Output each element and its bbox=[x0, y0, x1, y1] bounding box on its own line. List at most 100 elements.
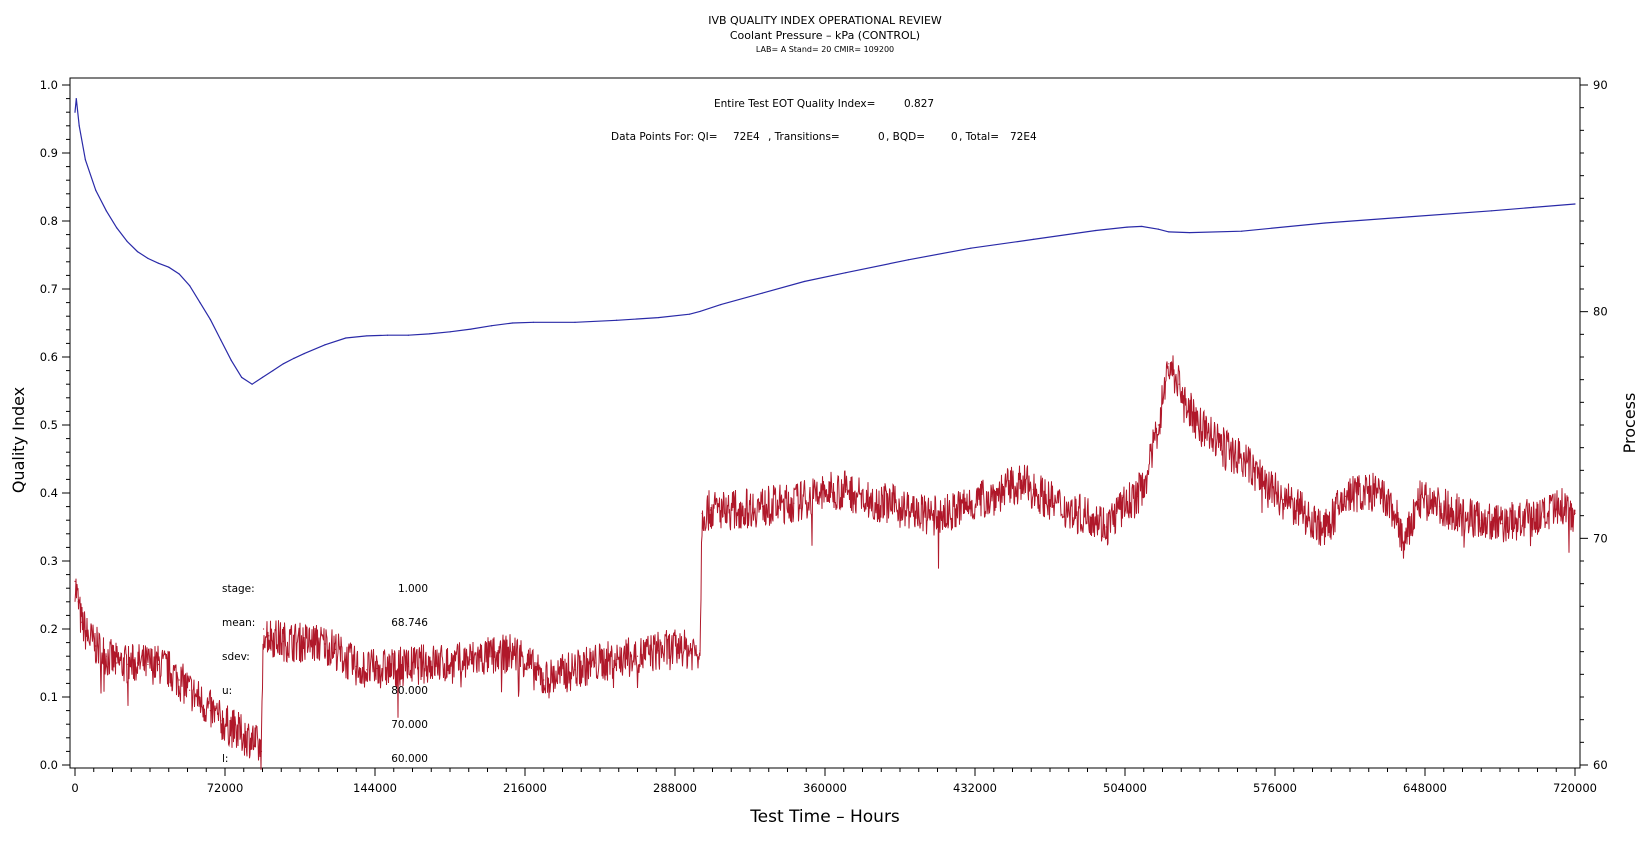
y-tick-label: 1.0 bbox=[40, 78, 58, 92]
quality-index-data-point bbox=[688, 313, 691, 315]
process-data-point bbox=[262, 628, 265, 630]
process-data-point bbox=[866, 499, 868, 501]
process-data-point bbox=[949, 512, 951, 515]
y-tick-label: 0.8 bbox=[40, 214, 58, 228]
process-data-point bbox=[1074, 512, 1076, 515]
process-data-point bbox=[1168, 363, 1170, 365]
quality-index-data-point bbox=[282, 363, 284, 365]
x-tick-label: 0 bbox=[71, 781, 78, 795]
quality-index-data-point bbox=[1407, 216, 1409, 218]
process-data-point bbox=[199, 699, 201, 702]
process-data-point bbox=[157, 663, 159, 665]
process-data-point bbox=[230, 727, 232, 729]
quality-index-data-point bbox=[261, 376, 264, 378]
process-data-point bbox=[532, 669, 534, 671]
process-data-point bbox=[449, 663, 451, 665]
process-data-point bbox=[407, 665, 409, 668]
y2-tick-label: 90 bbox=[1593, 78, 1608, 92]
quality-index-data-point bbox=[188, 285, 191, 287]
process-data-point bbox=[1355, 492, 1357, 494]
y-tick-label: 0.3 bbox=[40, 554, 58, 568]
process-data-point bbox=[136, 662, 139, 664]
quality-index-data-point bbox=[199, 302, 201, 304]
process-data-point bbox=[1543, 516, 1545, 518]
process-data-point bbox=[1403, 546, 1405, 549]
quality-index-data-point bbox=[907, 259, 909, 261]
stats-value: 60.000 bbox=[391, 753, 428, 765]
quality-index-data-point bbox=[345, 337, 347, 339]
process-data-point bbox=[241, 733, 243, 736]
transitions-label: , Transitions= bbox=[768, 131, 840, 143]
process-data-point bbox=[470, 659, 472, 661]
process-data-point bbox=[928, 516, 930, 518]
bqd-label: , BQD= bbox=[886, 131, 925, 143]
process-data-point bbox=[1022, 482, 1024, 484]
quality-index-data-point bbox=[1574, 203, 1576, 205]
process-data-point bbox=[970, 502, 972, 504]
y2-axis-label: Process bbox=[1620, 393, 1639, 454]
quality-index-data-point bbox=[95, 189, 97, 191]
process-data-point bbox=[1459, 512, 1462, 515]
x-tick-label: 360000 bbox=[803, 781, 847, 795]
x-tick-label: 432000 bbox=[953, 781, 997, 795]
process-data-point bbox=[845, 489, 847, 491]
quality-index-data-point bbox=[1157, 228, 1159, 230]
total-label: , Total= bbox=[959, 131, 999, 143]
process-data-point bbox=[699, 650, 701, 652]
stats-label: mean: bbox=[222, 617, 255, 629]
process-data-point bbox=[678, 648, 680, 651]
process-data-point bbox=[86, 635, 89, 637]
process-series-line bbox=[74, 355, 1576, 770]
process-data-point bbox=[595, 662, 597, 664]
process-data-point bbox=[636, 655, 639, 657]
points-qi-value: 72E4 bbox=[733, 131, 760, 143]
process-data-point bbox=[1157, 424, 1159, 426]
quality-index-data-point bbox=[1168, 231, 1170, 233]
quality-index-data-point bbox=[75, 98, 77, 100]
quality-index-data-point bbox=[970, 247, 972, 249]
series-group bbox=[74, 98, 1576, 770]
process-data-point bbox=[1438, 506, 1441, 508]
process-data-point bbox=[1116, 512, 1118, 515]
process-data-point bbox=[251, 738, 253, 740]
quality-index-data-point bbox=[1095, 229, 1097, 232]
quality-index-data-point bbox=[761, 292, 764, 294]
process-data-point bbox=[1261, 478, 1264, 480]
process-data-point bbox=[1220, 444, 1222, 446]
chart-title: IVB QUALITY INDEX OPERATIONAL REVIEW bbox=[708, 14, 942, 27]
process-data-point bbox=[366, 669, 368, 671]
y-tick-label: 0.7 bbox=[40, 282, 58, 296]
quality-index-data-point bbox=[220, 339, 222, 341]
process-data-point bbox=[522, 655, 524, 657]
process-data-point bbox=[1376, 492, 1378, 494]
chart-subtitle: Coolant Pressure – kPa (CONTROL) bbox=[730, 29, 920, 42]
quality-index-data-point bbox=[720, 304, 722, 306]
quality-index-data-point bbox=[116, 227, 118, 229]
process-data-point bbox=[376, 667, 378, 670]
x-tick-label: 504000 bbox=[1103, 781, 1147, 795]
quality-index-series-line bbox=[74, 98, 1576, 385]
process-data-point bbox=[116, 662, 118, 664]
y-axis-left: 0.0 0.1 0.2 0.3 0.4 0.5 0.6 0.7 0.8 0.9 1.0 bbox=[40, 78, 70, 772]
quality-index-data-point bbox=[251, 383, 253, 385]
quality-index-data-point bbox=[1241, 230, 1243, 232]
stats-value: 80.000 bbox=[391, 685, 428, 697]
x-tick-label: 576000 bbox=[1253, 781, 1297, 795]
process-data-point bbox=[303, 642, 305, 644]
process-data-point bbox=[1032, 489, 1034, 491]
quality-index-data-point bbox=[105, 210, 107, 212]
x-axis-label: Test Time – Hours bbox=[749, 807, 900, 827]
quality-index-data-point bbox=[386, 334, 389, 336]
process-data-point bbox=[1522, 519, 1524, 521]
stats-value: 70.000 bbox=[391, 719, 428, 731]
process-data-point bbox=[95, 645, 97, 647]
points-label: Data Points For: QI= bbox=[611, 131, 718, 143]
quality-index-data-point bbox=[209, 319, 212, 321]
process-data-point bbox=[77, 601, 79, 603]
process-data-point bbox=[282, 640, 284, 642]
process-data-point bbox=[1136, 495, 1139, 497]
stats-label: stage: bbox=[222, 583, 255, 595]
plot-frame bbox=[69, 77, 1581, 769]
process-data-point bbox=[1397, 519, 1399, 521]
quality-index-data-point bbox=[407, 334, 409, 336]
